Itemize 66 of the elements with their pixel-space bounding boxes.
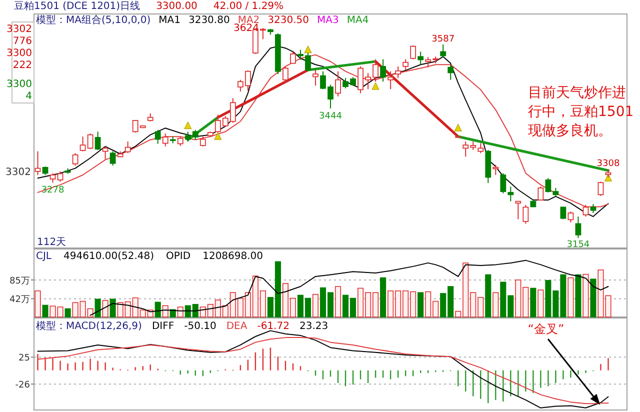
bar xyxy=(334,286,342,318)
bar xyxy=(177,306,184,318)
bar xyxy=(110,298,116,318)
point xyxy=(454,124,462,132)
text: CJL xyxy=(36,251,52,262)
text: 3300 xyxy=(6,79,32,90)
text: 3302 xyxy=(6,167,31,178)
bar xyxy=(102,300,108,318)
text: 3302 xyxy=(6,24,32,35)
annotation: OPID xyxy=(166,251,191,262)
annotation: 1208698.00 xyxy=(202,251,264,262)
bar xyxy=(154,302,161,318)
annotation: 3154 xyxy=(566,240,590,250)
text: MA4 xyxy=(346,15,369,26)
annotation: -61.72 xyxy=(257,321,290,332)
annotation: 3444 xyxy=(319,111,342,122)
bar xyxy=(590,278,596,318)
bar xyxy=(575,274,582,318)
text: MA3 xyxy=(317,15,339,26)
annotation: 23.23 xyxy=(299,321,328,332)
annotation: 3587 xyxy=(432,34,455,45)
bar xyxy=(530,288,536,318)
y-tick-label: 25 xyxy=(18,354,30,364)
point xyxy=(214,132,222,140)
annotation: 3278 xyxy=(41,186,64,196)
chart-title: 模型：MACD(12,26,9) xyxy=(36,320,142,332)
bar xyxy=(582,274,589,318)
bar xyxy=(34,290,41,318)
text: 776 xyxy=(12,36,32,47)
annotation: -50.10 xyxy=(184,321,216,332)
chart-title: 豆粕1501 (DCE 1201)日线 xyxy=(14,0,140,12)
text: 4 xyxy=(26,91,32,102)
y-tick-label: -26 xyxy=(15,380,30,391)
y-tick-label: 85万 xyxy=(10,276,30,286)
annotation: 494610.00(52.48) xyxy=(64,251,154,262)
bar xyxy=(485,274,492,318)
bar xyxy=(42,304,48,318)
text: 3230.50 xyxy=(268,15,310,26)
bar xyxy=(380,277,386,318)
point xyxy=(372,82,380,90)
bar xyxy=(538,290,544,318)
point xyxy=(184,122,192,130)
bar xyxy=(94,298,101,318)
annotation: “金叉” xyxy=(528,322,564,336)
annotation: 112天 xyxy=(37,237,66,248)
text: MA1 xyxy=(158,15,180,26)
bar xyxy=(162,305,168,318)
text: 3230.80 xyxy=(188,15,230,26)
text: 222 xyxy=(12,60,32,71)
series-label: DEA xyxy=(226,321,248,332)
bar xyxy=(312,294,319,318)
text: 3300.00 xyxy=(156,1,198,12)
point xyxy=(304,46,312,54)
bar xyxy=(64,308,71,318)
line-series xyxy=(90,260,609,316)
annotation: 3308 xyxy=(596,159,620,170)
y-tick-label: 42万 xyxy=(10,295,30,306)
bar xyxy=(568,277,574,318)
series-label: DIFF xyxy=(152,321,174,332)
annotation: 目前天气炒作进行中，豆粕1501现做多良机。 xyxy=(528,84,634,141)
text: 3300 xyxy=(6,48,32,59)
annotation: 3624 xyxy=(234,23,259,34)
bar xyxy=(418,292,424,318)
text: 42.00 / 1.29% xyxy=(213,1,284,12)
bar xyxy=(492,292,499,318)
chart-subtitle: 模型：MA组合(5,10,0,0) xyxy=(36,14,151,26)
